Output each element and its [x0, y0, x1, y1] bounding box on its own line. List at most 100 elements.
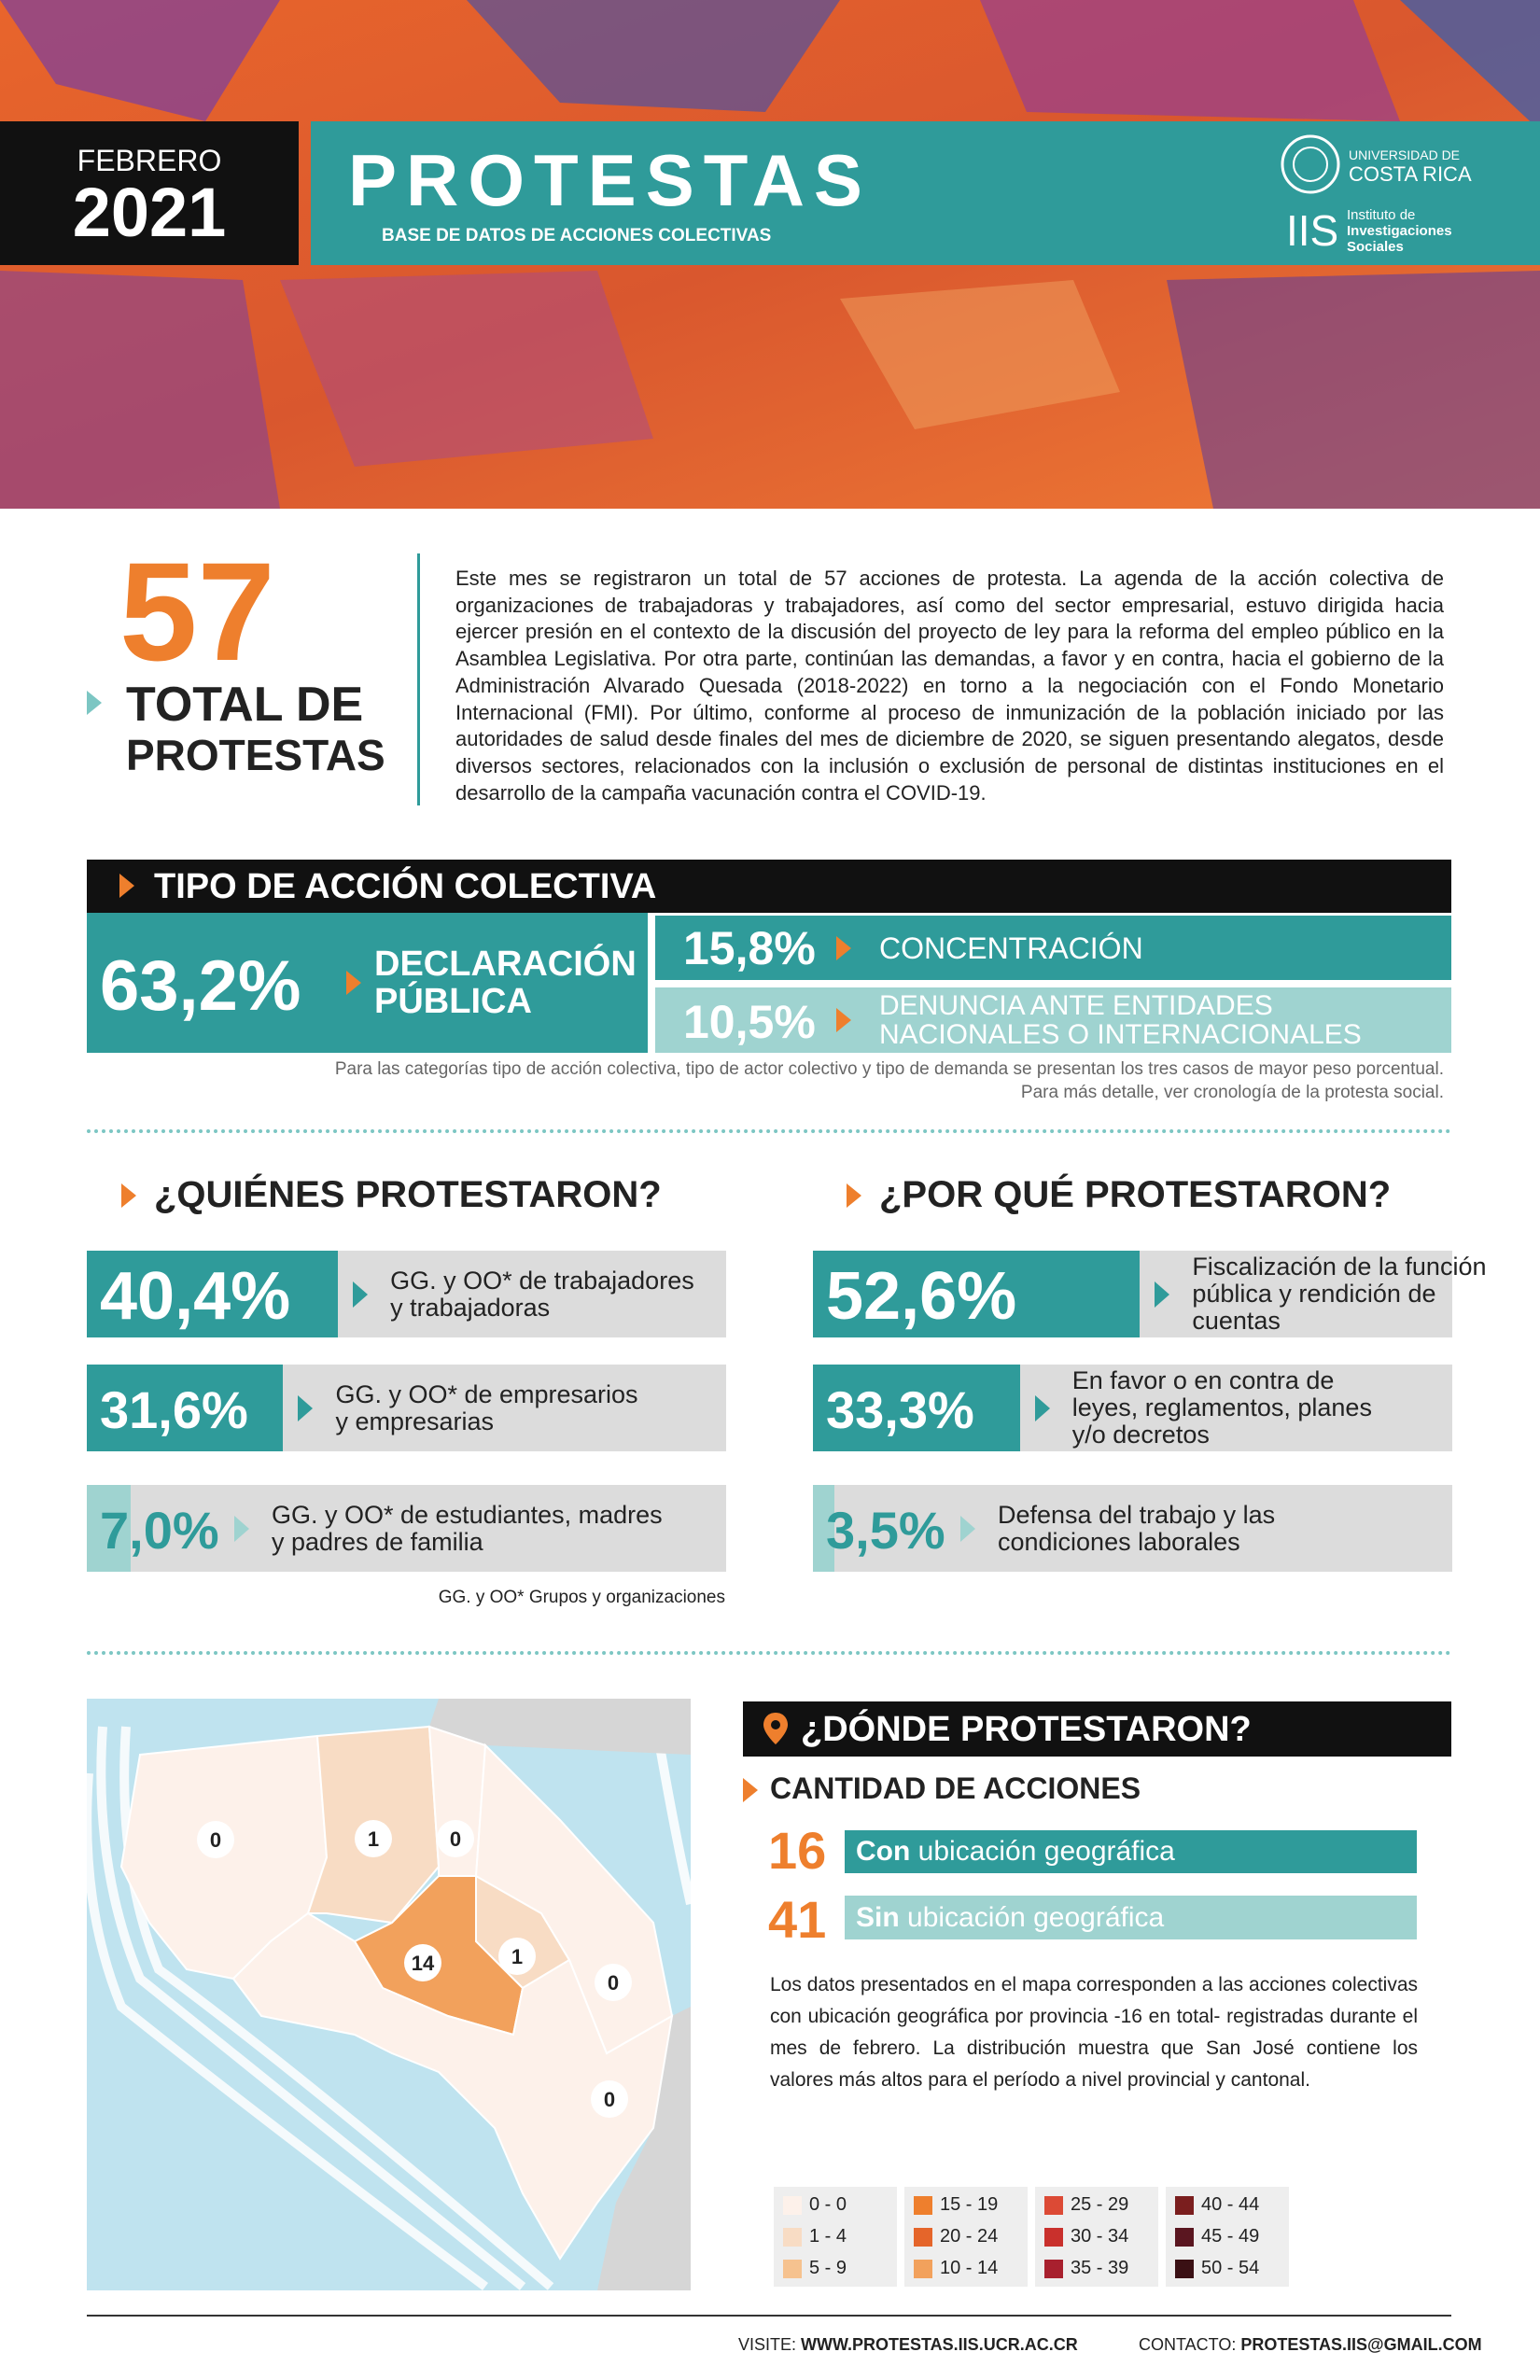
neighbor-land [429, 1699, 691, 1755]
wave [119, 1726, 554, 2290]
legend-label: 1 - 4 [809, 2226, 847, 2247]
bar [87, 1485, 131, 1572]
total-label-line: TOTAL DE [126, 678, 364, 732]
percent: 33,3% [826, 1380, 974, 1439]
arrow [836, 936, 851, 960]
percent: 7,0% [100, 1501, 219, 1560]
row-text-line: Defensa del trabajo y las [998, 1500, 1276, 1529]
legend-swatch [1175, 2196, 1194, 2215]
seal-ring [1281, 134, 1340, 194]
percent: 63,2% [100, 946, 301, 1026]
institute-abbr: IIS [1286, 206, 1339, 255]
percent: 10,5% [683, 996, 816, 1048]
banner-shape [1400, 0, 1540, 131]
legend-label: 20 - 24 [940, 2226, 999, 2247]
wave [87, 1772, 489, 2290]
legend-label: 25 - 29 [1071, 2194, 1129, 2215]
legend-swatch [1175, 2228, 1194, 2247]
brand-subtitle: BASE DE DATOS DE ACCIONES COLECTIVAS [382, 226, 772, 245]
legend-swatch [1175, 2260, 1194, 2278]
institute-line: Investigaciones [1347, 223, 1452, 239]
banner-shape [467, 0, 840, 112]
row: 33,3% En favor o en contra de leyes, regla… [813, 1365, 1452, 1451]
bar [87, 1251, 339, 1337]
map: 0 1 0 14 1 0 0 [87, 1699, 691, 2290]
legend-swatch [914, 2260, 932, 2278]
percent: 3,5% [826, 1501, 945, 1560]
province-badge [498, 1938, 536, 1975]
contact-email: PROTESTAS.IIS@GMAIL.COM [1240, 2335, 1482, 2354]
row-text: Defensa del trabajo y las condiciones lab… [998, 1500, 1276, 1556]
university-line: COSTA RICA [1349, 162, 1472, 186]
total-label: TOTAL DE PROTESTAS [126, 679, 385, 780]
province-value: 0 [608, 1971, 619, 1995]
row-text: GG. y OO* de trabajadores y trabajadoras [390, 1267, 694, 1322]
visit-label: VISITE: [738, 2335, 797, 2354]
brand: PROTESTAS [348, 139, 872, 221]
where-text: Los datos presentados en el mapa corresp… [770, 1974, 1418, 2091]
banner-shape [1167, 271, 1540, 509]
total-label-line: PROTESTAS [126, 731, 385, 779]
brand-box: PROTESTAS BASE DE DATOS DE ACCIONES COLE… [311, 121, 1540, 265]
legend-label: 0 - 0 [809, 2194, 847, 2215]
divider [417, 553, 420, 805]
section-header: ¿DÓNDE PROTESTARON? [743, 1701, 1451, 1757]
count-text: ubicación geográfica [907, 1902, 1165, 1933]
legend: 0 - 0 1 - 4 5 - 9 15 - 19 20 - 24 10 - 14 25 -… [774, 2187, 1289, 2287]
legend-swatch [783, 2260, 802, 2278]
note-line: Para más detalle, ver cronología de la p… [1020, 1083, 1444, 1102]
section-title: TIPO DE ACCIÓN COLECTIVA [154, 867, 657, 906]
action-name-line: DENUNCIA ANTE ENTIDADES [879, 990, 1273, 1021]
bar [813, 1251, 1141, 1337]
count-text: ubicación geográfica [917, 1836, 1175, 1867]
provinces: 0 1 0 14 1 0 0 [119, 1725, 674, 2261]
university-line: UNIVERSIDAD DE [1349, 147, 1461, 162]
legend-label: 50 - 54 [1201, 2258, 1260, 2278]
count: 16 [768, 1821, 827, 1880]
action-name-line: PÚBLICA [374, 982, 532, 1021]
bar [813, 1365, 1020, 1451]
action-name: DENUNCIA ANTE ENTIDADES NACIONALES O INT… [879, 991, 1362, 1049]
contact: CONTACTO: PROTESTAS.IIS@GMAIL.COM [1139, 2335, 1482, 2355]
banner-shape [0, 0, 280, 121]
legend-swatch [1044, 2196, 1063, 2215]
arrow [743, 1778, 758, 1802]
percent: 31,6% [100, 1380, 248, 1439]
wave [96, 1726, 526, 2290]
count-bar: Sin ubicación geográfica [845, 1896, 1417, 1939]
action-name-line: NACIONALES O INTERNACIONALES [879, 1019, 1362, 1050]
legend-label: 40 - 44 [1201, 2194, 1260, 2215]
row-text-line: condiciones laborales [998, 1527, 1240, 1556]
main-action: 63,2% DECLARACIÓN PÚBLICA [87, 913, 648, 1053]
institute: Instituto de Investigaciones Sociales [1347, 207, 1452, 255]
province-badge [595, 1964, 632, 2001]
seal-ring [1293, 147, 1328, 182]
row-text-line: GG. y OO* de trabajadores [390, 1266, 694, 1295]
section-title: ¿QUIÉNES PROTESTARON? [154, 1174, 662, 1215]
arrow [119, 874, 134, 898]
visit-url: WWW.PROTESTAS.IIS.UCR.AC.CR [801, 2335, 1078, 2354]
arrow [847, 1183, 861, 1208]
action-row: 15,8% CONCENTRACIÓN [655, 916, 1451, 980]
row-text-line: Fiscalización de la función [1192, 1253, 1487, 1281]
legend-swatch [1044, 2260, 1063, 2278]
row-text-line: leyes, reglamentos, planes [1071, 1393, 1372, 1421]
note-line: Para las categorías tipo de acción colec… [334, 1059, 1444, 1079]
row: 31,6% GG. y OO* de empresarios y empresari… [87, 1365, 726, 1451]
arrow [346, 971, 361, 995]
count-bold: Sin [856, 1902, 900, 1933]
row: 40,4% GG. y OO* de trabajadores y trabajad… [87, 1251, 726, 1337]
separator [87, 1651, 1451, 1655]
contact-label: CONTACTO: [1139, 2335, 1237, 2354]
arrow [87, 691, 102, 715]
legend-label: 30 - 34 [1071, 2226, 1129, 2247]
year: 2021 [72, 174, 227, 251]
row: 3,5% Defensa del trabajo y las condiciones… [813, 1485, 1452, 1572]
banner-shape [980, 0, 1400, 121]
legend-swatch [783, 2228, 802, 2247]
institute-line: Instituto de [1347, 207, 1416, 223]
section-title: ¿POR QUÉ PROTESTARON? [879, 1174, 1392, 1215]
section-header: TIPO DE ACCIÓN COLECTIVA [87, 860, 1451, 913]
legend-label: 35 - 39 [1071, 2258, 1129, 2278]
